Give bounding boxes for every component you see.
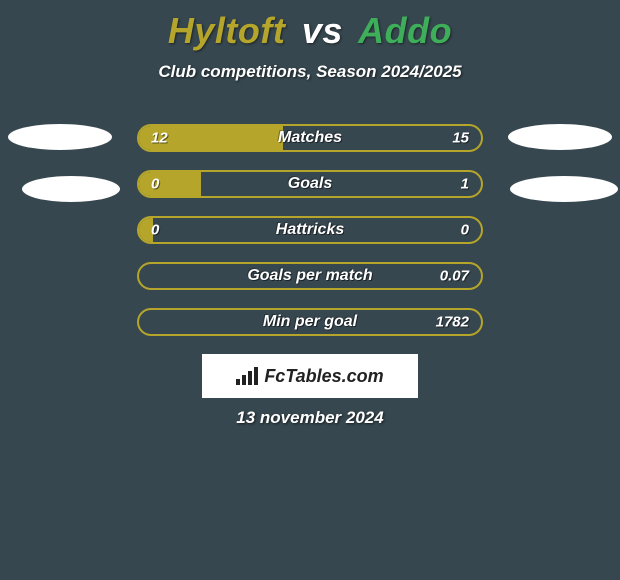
subtitle: Club competitions, Season 2024/2025 — [0, 62, 620, 82]
stat-label: Goals — [288, 175, 332, 193]
stat-bar-goals-per-match: Goals per match 0.07 — [137, 262, 483, 290]
avatar-placeholder-right-2 — [510, 176, 618, 202]
stat-bar-hattricks: 0 Hattricks 0 — [137, 216, 483, 244]
stat-value-right: 0 — [461, 222, 469, 239]
stat-bar-min-per-goal: Min per goal 1782 — [137, 308, 483, 336]
bar-chart-icon — [236, 367, 258, 385]
stat-bars: 12 Matches 15 0 Goals 1 0 Hattricks 0 Go… — [137, 124, 483, 336]
player2-name: Addo — [358, 10, 452, 51]
stat-label: Hattricks — [276, 221, 344, 239]
stat-bar-matches: 12 Matches 15 — [137, 124, 483, 152]
stat-value-left: 0 — [151, 176, 159, 193]
avatar-placeholder-left-2 — [22, 176, 120, 202]
stat-label: Matches — [278, 129, 342, 147]
stat-label: Min per goal — [263, 313, 357, 331]
date-label: 13 november 2024 — [0, 408, 620, 428]
stat-value-left: 12 — [151, 130, 168, 147]
stat-value-right: 0.07 — [440, 268, 469, 285]
stat-value-left: 0 — [151, 222, 159, 239]
stat-value-right: 1782 — [436, 314, 469, 331]
vs-label: vs — [302, 10, 343, 51]
stat-label: Goals per match — [247, 267, 372, 285]
page-title: Hyltoft vs Addo — [0, 0, 620, 52]
avatar-placeholder-left-1 — [8, 124, 112, 150]
stat-fill — [139, 172, 201, 196]
fctables-logo: FcTables.com — [202, 354, 418, 398]
player1-name: Hyltoft — [168, 10, 285, 51]
stat-value-right: 1 — [461, 176, 469, 193]
avatar-placeholder-right-1 — [508, 124, 612, 150]
stat-bar-goals: 0 Goals 1 — [137, 170, 483, 198]
logo-text: FcTables.com — [264, 366, 383, 387]
stat-value-right: 15 — [452, 130, 469, 147]
